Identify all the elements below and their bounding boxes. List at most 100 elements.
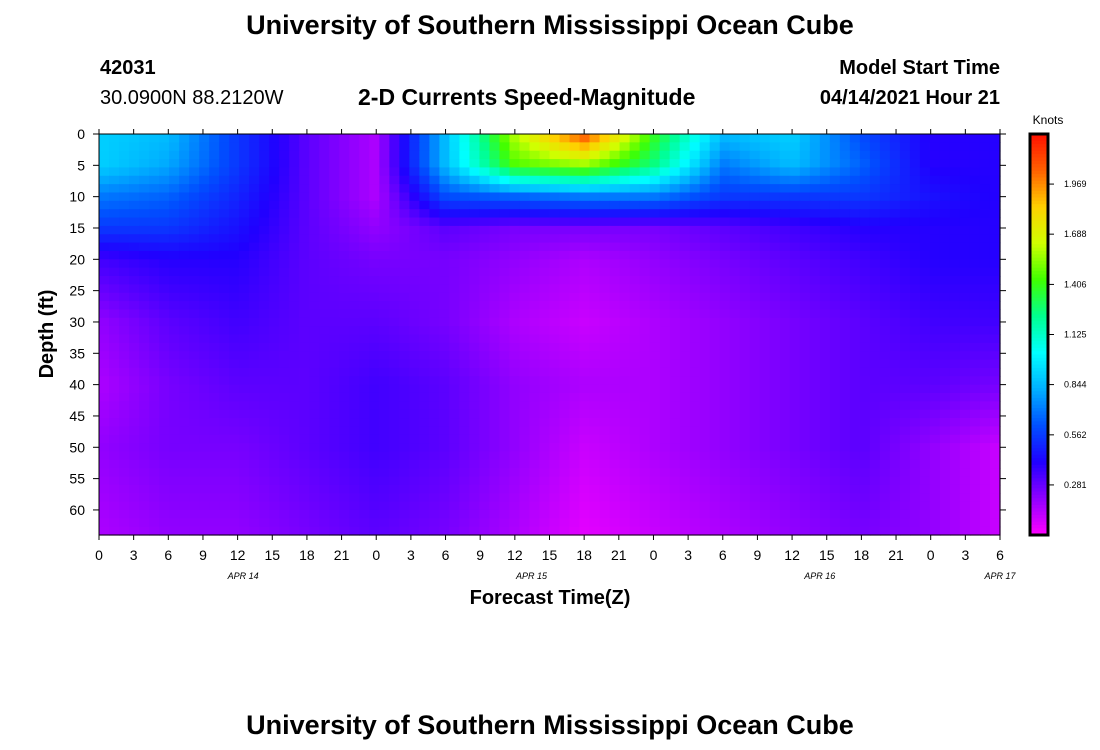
heatmap-cell (559, 384, 571, 394)
heatmap-cell (299, 493, 310, 503)
heatmap-cell (259, 309, 270, 319)
heatmap-cell (359, 225, 370, 235)
heatmap-cell (469, 384, 481, 394)
heatmap-cell (409, 167, 420, 177)
heatmap-cell (399, 459, 410, 469)
heatmap-cell (579, 434, 591, 444)
heatmap-cell (579, 468, 591, 478)
heatmap-cell (389, 526, 400, 536)
heatmap-cell (189, 200, 200, 210)
heatmap-cell (359, 359, 370, 369)
heatmap-cell (789, 150, 801, 160)
heatmap-cell (619, 159, 631, 169)
heatmap-cell (349, 359, 360, 369)
heatmap-cell (579, 217, 591, 227)
heatmap-cell (99, 459, 110, 469)
heatmap-cell (559, 451, 571, 461)
heatmap-cell (439, 184, 450, 194)
heatmap-cell (169, 225, 180, 235)
heatmap-cell (229, 317, 240, 327)
heatmap-cell (519, 426, 531, 436)
heatmap-cell (629, 468, 641, 478)
heatmap-cell (419, 459, 430, 469)
heatmap-cell (219, 317, 230, 327)
heatmap-cell (789, 342, 801, 352)
heatmap-cell (249, 217, 260, 227)
heatmap-cell (109, 134, 120, 143)
heatmap-cell (349, 451, 360, 461)
heatmap-cell (619, 167, 631, 177)
heatmap-cell (159, 334, 170, 344)
heatmap-cell (579, 359, 591, 369)
heatmap-cell (779, 451, 791, 461)
heatmap-cell (819, 468, 831, 478)
colorbar-swatch (1030, 508, 1048, 513)
heatmap-cell (529, 468, 541, 478)
heatmap-cell (199, 359, 210, 369)
heatmap-cell (359, 418, 370, 427)
heatmap-cell (489, 476, 501, 486)
heatmap-cell (639, 384, 651, 394)
heatmap-cell (389, 276, 400, 285)
heatmap-cell (439, 451, 450, 461)
heatmap-cell (599, 192, 611, 202)
heatmap-cell (549, 259, 561, 269)
heatmap-cell (279, 267, 290, 277)
colorbar-swatch (1030, 498, 1048, 503)
heatmap-cell (839, 434, 851, 444)
heatmap-cell (119, 242, 130, 252)
heatmap-cell (869, 284, 881, 294)
heatmap-cell (369, 484, 380, 494)
heatmap-cell (99, 209, 110, 219)
heatmap-cell (319, 426, 330, 436)
heatmap-cell (479, 367, 491, 377)
heatmap-cell (689, 184, 701, 194)
heatmap-cell (969, 134, 981, 143)
heatmap-cell (129, 451, 140, 461)
heatmap-cell (919, 167, 931, 177)
heatmap-cell (339, 493, 350, 503)
heatmap-cell (599, 267, 611, 277)
heatmap-cell (209, 434, 220, 444)
heatmap-cell (629, 142, 641, 152)
heatmap-cell (119, 159, 130, 169)
heatmap-cell (599, 351, 611, 361)
heatmap-cell (989, 309, 1001, 319)
heatmap-cell (909, 150, 921, 160)
heatmap-cell (919, 509, 931, 519)
heatmap-cell (289, 276, 300, 285)
heatmap-cell (919, 409, 931, 419)
heatmap-cell (439, 267, 450, 277)
heatmap-cell (989, 192, 1001, 202)
heatmap-cell (119, 468, 130, 478)
heatmap-cell (99, 159, 110, 169)
heatmap-cell (739, 159, 751, 169)
heatmap-cell (399, 359, 410, 369)
heatmap-cell (389, 459, 400, 469)
heatmap-cell (549, 351, 561, 361)
heatmap-cell (229, 501, 240, 511)
heatmap-cell (859, 484, 871, 494)
heatmap-cell (129, 184, 140, 194)
heatmap-cell (99, 167, 110, 177)
heatmap-cell (229, 250, 240, 260)
heatmap-cell (439, 418, 450, 427)
heatmap-cell (769, 476, 781, 486)
heatmap-cell (899, 367, 911, 377)
heatmap-cell (189, 476, 200, 486)
heatmap-cell (679, 376, 691, 386)
heatmap-cell (789, 192, 801, 202)
heatmap-cell (119, 392, 130, 402)
heatmap-cell (169, 200, 180, 210)
heatmap-cell (859, 184, 871, 194)
heatmap-cell (769, 409, 781, 419)
heatmap-cell (389, 284, 400, 294)
heatmap-cell (139, 284, 150, 294)
heatmap-cell (99, 309, 110, 319)
heatmap-cell (659, 518, 671, 528)
heatmap-cell (229, 359, 240, 369)
heatmap-cell (919, 443, 931, 453)
heatmap-cell (919, 392, 931, 402)
colorbar-swatch (1030, 371, 1048, 376)
heatmap-cell (739, 351, 751, 361)
